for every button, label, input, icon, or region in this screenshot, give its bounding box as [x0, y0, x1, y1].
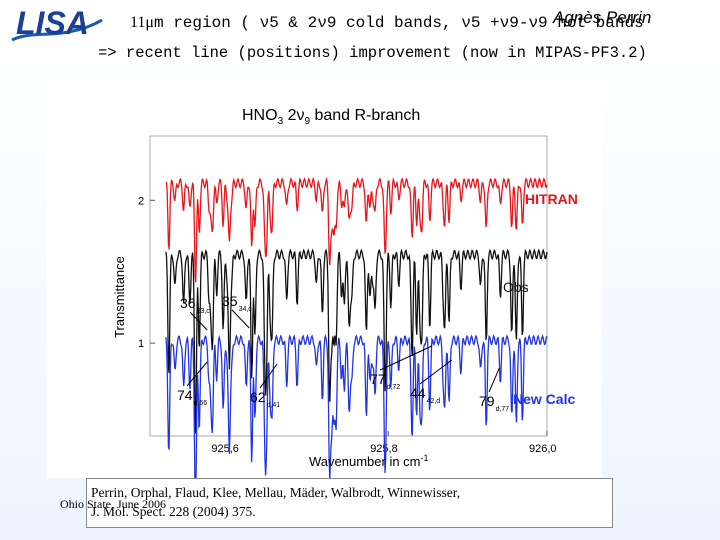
annotation-label: 4442,d: [410, 385, 440, 405]
annotation-arrow: [186, 361, 208, 387]
logo-text: LISA: [16, 5, 89, 41]
annotation-arrow: [231, 309, 250, 329]
annotation-arrow: [419, 359, 453, 385]
title-text: m region ( ν5 & 2ν9 cold bands, ν5 +ν9-ν…: [153, 14, 644, 32]
reference-authors: Perrin, Orphal, Flaud, Klee, Mellau, Mäd…: [91, 485, 461, 500]
footer-text: Ohio State, June 2006: [60, 497, 166, 511]
y-tick-label: 2: [138, 195, 144, 207]
legend-label: New Calc: [513, 391, 575, 407]
annotation-arrow: [379, 345, 433, 371]
x-axis-label: Wavenumber in cm-1: [309, 453, 429, 469]
reference-journal: J. Mol. Spect. 228 (2004) 375.: [91, 504, 256, 519]
lisa-logo: LISA: [8, 2, 104, 46]
annotation-label: 3633,c: [180, 295, 210, 315]
slide-title-line2: => recent line (positions) improvement (…: [98, 44, 647, 62]
annotation-arrow: [488, 367, 500, 393]
series-line-new-calc: [165, 333, 548, 507]
legend-label: Obs: [503, 279, 529, 295]
annotation-label: 3534,c: [222, 293, 252, 313]
legend-label: HITRAN: [525, 191, 578, 207]
x-tick-label: 926,0: [529, 443, 557, 455]
slide-title-line1: 11μm region ( ν5 & 2ν9 cold bands, ν5 +ν…: [130, 14, 644, 32]
chart-title: HNO3 2ν9 band R-branch: [242, 107, 420, 127]
spectrum-chart: HNO3 2ν9 band R-branch 12 925,6 925,8 926,…: [112, 107, 578, 507]
plot-frame: [149, 135, 548, 437]
y-tick-label: 1: [138, 338, 144, 350]
annotation-label: 79d,77: [479, 393, 509, 413]
x-tick-label: 925,6: [211, 443, 239, 455]
author-name: Agnès Perrin: [553, 8, 652, 27]
series-line-hitran: [165, 176, 548, 283]
annotation-label: 74d,66: [177, 387, 207, 407]
title-number: 11: [130, 14, 146, 31]
reference-box: Perrin, Orphal, Flaud, Klee, Mellau, Mäd…: [86, 478, 613, 528]
series-line-obs: [165, 248, 548, 434]
annotation-arrow: [189, 311, 208, 331]
annotation-arrow: [259, 363, 278, 389]
y-axis-label: Transmittance: [112, 256, 127, 338]
